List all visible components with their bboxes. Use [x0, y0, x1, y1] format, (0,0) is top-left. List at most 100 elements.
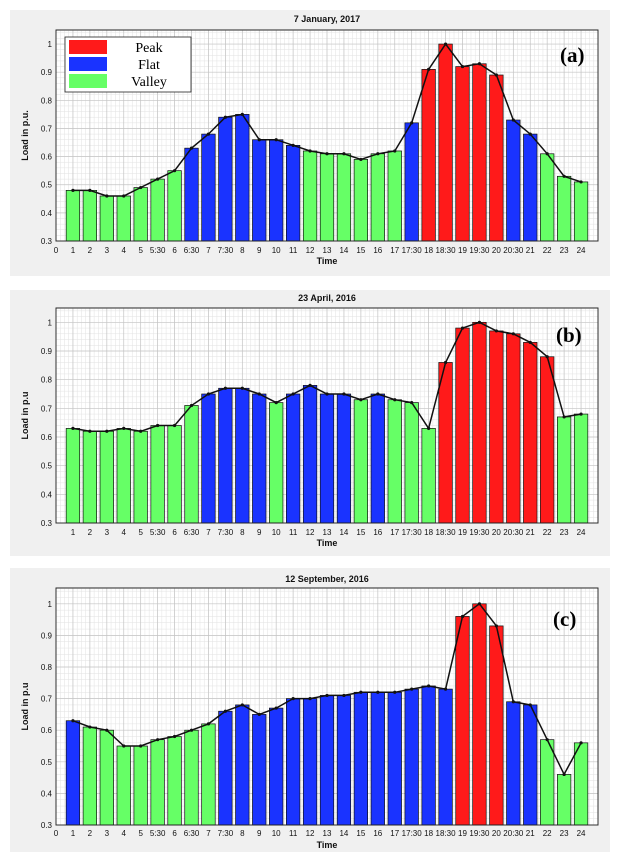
- x-tick-label: 11: [289, 829, 298, 838]
- y-tick-label: 0.5: [41, 462, 53, 471]
- x-tick-label: 10: [272, 829, 281, 838]
- bar-valley: [133, 430, 148, 524]
- y-tick-label: 0.6: [41, 433, 53, 442]
- load-point: [443, 687, 448, 691]
- load-point: [156, 738, 160, 742]
- bar-valley: [65, 428, 81, 524]
- load-point: [427, 426, 431, 430]
- x-tick-label: 3: [105, 829, 110, 838]
- x-tick-label: 17:30: [402, 829, 423, 838]
- x-tick-label: 7: [206, 246, 211, 255]
- bar-flat: [387, 691, 402, 826]
- load-point: [376, 392, 380, 396]
- y-tick-label: 0.3: [41, 237, 53, 246]
- x-tick-label: 9: [257, 246, 262, 255]
- bar-flat: [218, 710, 233, 826]
- x-tick-label: 16: [373, 246, 382, 255]
- load-chart-b: 0.30.40.50.60.70.80.911 2 3 4 5 5:30 6 6:30 7 7:3…: [20, 293, 599, 548]
- load-point: [105, 728, 109, 732]
- panel-tag: (b): [556, 323, 582, 347]
- x-tick-label: 22: [543, 829, 552, 838]
- bar-flat: [421, 685, 436, 826]
- bar-valley: [353, 399, 369, 524]
- x-tick-label: 7: [206, 528, 211, 537]
- plot-frame: [55, 307, 599, 524]
- x-tick-label: 20: [492, 829, 501, 838]
- x-tick-label: 18: [424, 246, 433, 255]
- bar-flat: [286, 393, 301, 524]
- x-tick-label: 5:30: [150, 528, 166, 537]
- x-tick-label: 18: [424, 528, 433, 537]
- y-tick-label: 0.4: [41, 209, 53, 218]
- x-tick-label: 1: [71, 246, 76, 255]
- load-point: [342, 392, 346, 396]
- bar-flat: [286, 698, 301, 826]
- load-point: [562, 174, 566, 178]
- x-tick-label: 20:30: [503, 528, 524, 537]
- bar-flat: [235, 704, 250, 826]
- load-point: [71, 719, 75, 723]
- x-tick-label: 19: [458, 528, 467, 537]
- chart-panel-b: 0.3 0.4 0.5 0.6 0.7 0.8 0.9 1 1 2 3 4 5 5:30 6 6:30 7 7:3…: [10, 290, 610, 556]
- x-tick-label: 6:30: [184, 829, 200, 838]
- load-point: [223, 115, 227, 119]
- x-tick-label: 3: [105, 246, 110, 255]
- bar-peak: [438, 43, 453, 242]
- x-tick-label: 17: [390, 246, 399, 255]
- bar-peak: [489, 625, 504, 826]
- load-point: [291, 143, 295, 147]
- x-tick-label: 14: [339, 246, 348, 255]
- load-point: [172, 734, 177, 739]
- bar-peak: [489, 74, 504, 242]
- load-point: [477, 62, 482, 66]
- bar-valley: [99, 430, 114, 524]
- x-tick-label: 16: [373, 829, 382, 838]
- x-tick-label: 18:30: [436, 246, 457, 255]
- legend-label: Peak: [135, 41, 162, 56]
- load-point: [105, 194, 109, 198]
- load-point: [393, 690, 397, 694]
- bar-flat: [438, 688, 453, 826]
- x-tick-label: 6:30: [184, 246, 200, 255]
- bar-peak: [455, 66, 470, 242]
- y-tick-label: 1: [48, 318, 53, 327]
- load-point: [156, 423, 160, 428]
- y-tick-label: 0.7: [41, 695, 53, 704]
- bar-valley: [167, 736, 182, 826]
- y-axis-label: Load in p.u: [20, 683, 30, 731]
- legend-swatch-valley: [69, 74, 107, 88]
- load-point: [545, 355, 549, 359]
- load-point: [308, 149, 312, 153]
- x-tick-label: 14: [339, 528, 348, 537]
- x-tick-label: 19: [458, 829, 467, 838]
- bar-flat: [302, 385, 318, 524]
- x-axis-label: Time: [317, 256, 338, 266]
- load-point: [342, 693, 346, 698]
- load-point: [342, 152, 346, 156]
- load-point: [206, 722, 211, 726]
- y-tick-label: 1: [48, 40, 53, 49]
- load-point: [359, 690, 363, 694]
- x-tick-label: 0: [54, 829, 59, 838]
- x-tick-label: 13: [323, 246, 332, 255]
- bar-valley: [82, 430, 97, 524]
- bar-flat: [523, 704, 538, 826]
- bar-peak: [523, 342, 538, 524]
- bar-valley: [150, 425, 165, 524]
- bar-valley: [404, 402, 419, 524]
- x-tick-label: 15: [356, 246, 365, 255]
- x-tick-label: 12: [306, 246, 315, 255]
- y-tick-label: 0.3: [41, 821, 53, 830]
- x-tick-label: 8: [240, 528, 245, 537]
- bar-valley: [99, 195, 114, 242]
- load-point: [477, 320, 482, 324]
- x-tick-label: 10: [272, 246, 281, 255]
- bar-flat: [218, 387, 233, 524]
- y-tick-label: 0.6: [41, 726, 53, 735]
- y-tick-label: 0.7: [41, 124, 53, 133]
- y-tick-label: 0.4: [41, 490, 53, 499]
- x-tick-label: 12: [306, 829, 315, 838]
- x-tick-label: 11: [289, 528, 298, 537]
- load-point: [257, 712, 261, 716]
- x-tick-label: 18: [424, 829, 433, 838]
